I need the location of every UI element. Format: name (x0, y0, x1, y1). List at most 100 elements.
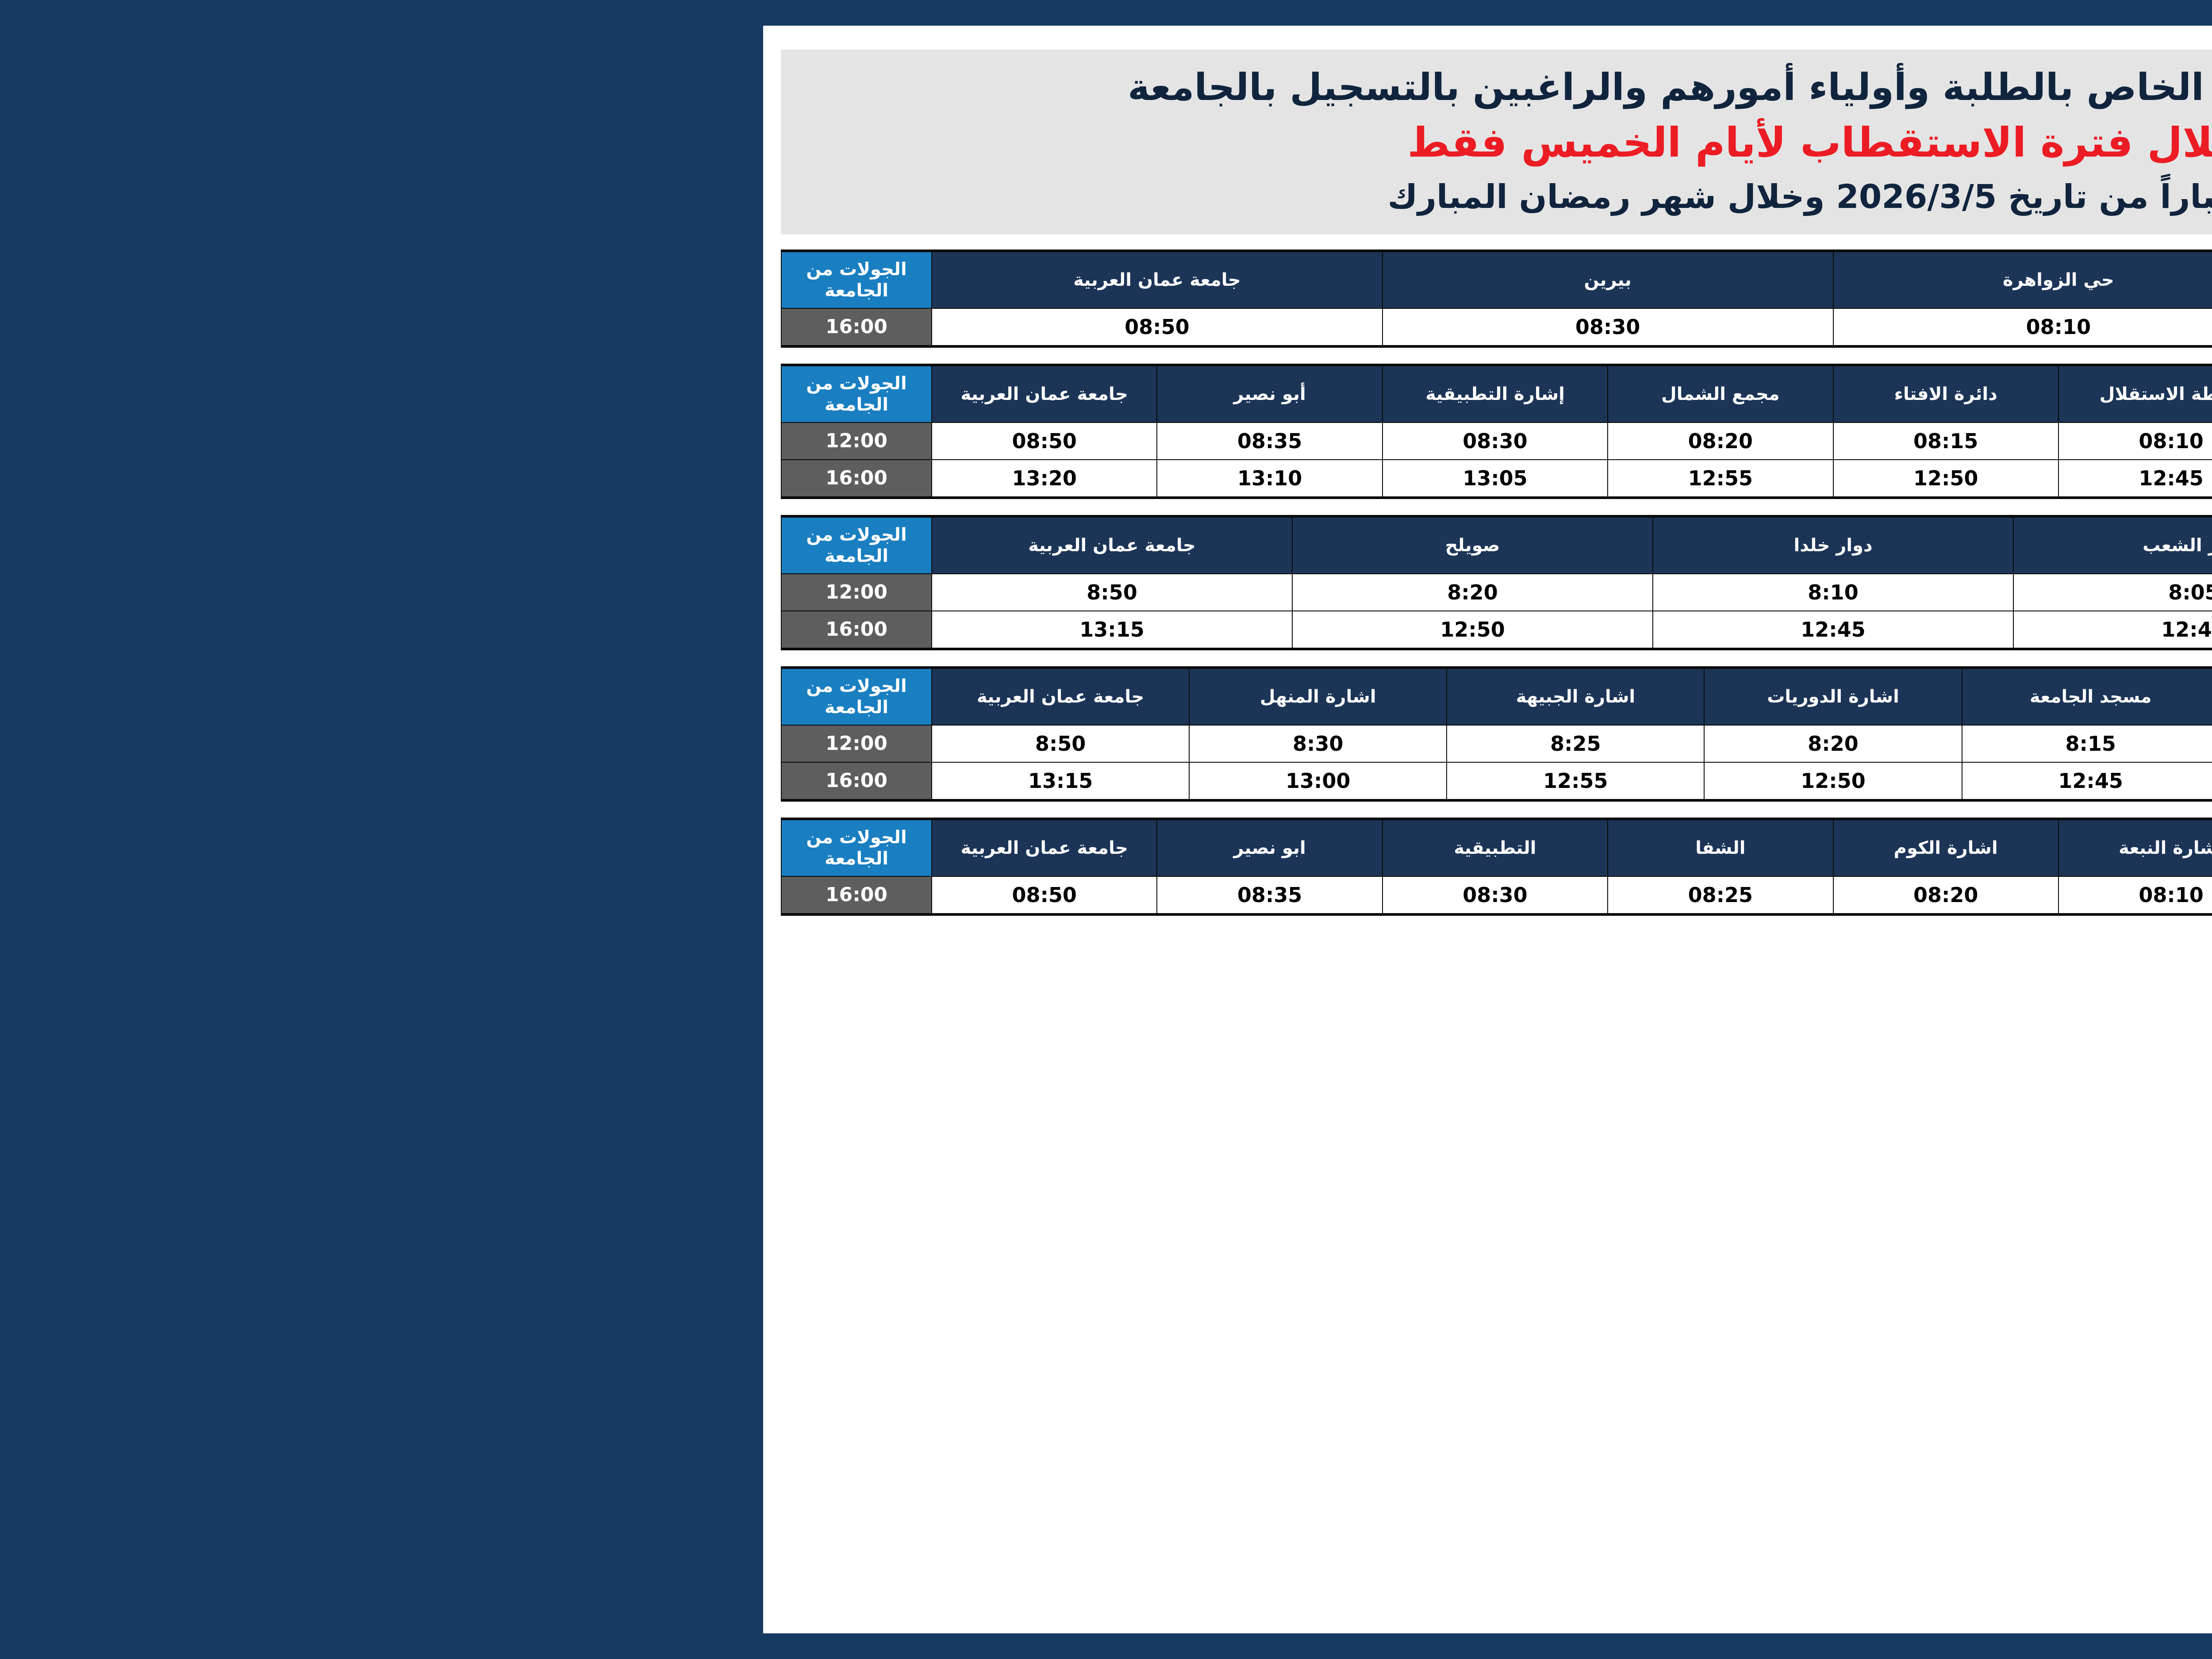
departure-time-cell: 08:20 (1096, 876, 1321, 914)
stop-header: بيرين (645, 252, 1096, 308)
banner: جدول المواصلات الخاص بالطلبة وأولياء أمو… (43, 50, 2132, 234)
departure-time-cell: 8:00 (1740, 725, 1997, 762)
route-block: رغدان مجمع رغدان / كفتيريا الاكابر جسر الم… (43, 364, 2132, 499)
table-row: 08:00 08:05 08:10 08:15 08:20 08:30 08:35 08:50… (44, 422, 1997, 460)
trips-from-university-header: الجولات من الجامعة (44, 366, 194, 422)
stop-header: جامعة عمان العربية (194, 668, 452, 725)
table-header-row: مختار مول مستشفى الجامعة مسجد الجامعة اشارة… (44, 668, 1997, 725)
table-header-row: مجمع رغدان / كفتيريا الاكابر جسر المربط مح… (44, 366, 1997, 422)
return-trip-time-cell: 16:00 (44, 460, 194, 497)
departure-time-cell: 8:05 (1276, 574, 1636, 611)
table-header-row: اشارة مستشفى حمزة كوخ الشرطة إشارة النبعة ا… (44, 820, 1997, 876)
banner-line-2: خلال فترة الاستقطاب لأيام الخميس فقط (65, 119, 2110, 167)
route-block: طبربور اشارة مستشفى حمزة كوخ الشرطة إشارة ا… (43, 818, 2132, 916)
departure-time-cell: 08:20 (870, 422, 1095, 460)
route-schedule-table: الدوار الثامن دوار الشعب دوار خلدا صويلح جام… (43, 515, 1999, 650)
route-block: المدينة الرياضية مختار مول مستشفى الجامعة م… (43, 666, 2132, 802)
departure-time-cell: 13:10 (419, 460, 645, 497)
departure-time-cell: 12:40 (1482, 762, 1740, 799)
departure-time-cell: 08:05 (1546, 422, 1771, 460)
departure-time-cell: 12:55 (870, 460, 1095, 497)
stop-header: مجمع الزرقاء الجديد (1546, 252, 1997, 308)
stop-header: مجمع الشمال (870, 366, 1095, 422)
return-trip-time-cell: 16:00 (44, 611, 194, 648)
departure-time-cell: 12:35 (1636, 611, 1997, 648)
departure-time-cell: 08:50 (194, 422, 419, 460)
stop-header: كوخ الشرطة (1546, 820, 1771, 876)
stop-header: اشارة الكوم (1096, 820, 1321, 876)
departure-time-cell: 08:30 (645, 422, 870, 460)
table-header-row: الدوار الثامن دوار الشعب دوار خلدا صويلح جام… (44, 517, 1997, 574)
return-trip-time-cell: 16:00 (44, 762, 194, 799)
stop-header: مستشفى الجامعة (1482, 668, 1740, 725)
stop-header: جامعة عمان العربية (194, 820, 419, 876)
stop-header: إشارة النبعة (1321, 820, 1546, 876)
stop-header: اشارة مستشفى حمزة (1772, 820, 1997, 876)
stop-header: التطبيقية (645, 820, 870, 876)
route-tables: الزرقاء مجمع الزرقاء الجديد حي الزواهرة بير… (43, 250, 2132, 916)
route-schedule-table: مجمع رغدان / كفتيريا الاكابر جسر المربط مح… (43, 364, 1999, 499)
stop-header: مسجد الجامعة (1225, 668, 1482, 725)
poster-page: جدول المواصلات الخاص بالطلبة وأولياء أمو… (26, 26, 2212, 1633)
departure-time-cell: 12:35 (1772, 460, 1997, 497)
table-row: 08:00 08:10 08:10 08:20 08:25 08:30 08:35 08:50… (44, 876, 1997, 914)
return-trip-time-cell: 16:00 (44, 308, 194, 346)
table-row: 12:35 12:40 12:45 12:50 12:55 13:00 13:15 16:00 (44, 762, 1997, 799)
departure-time-cell: 13:20 (194, 460, 419, 497)
route-schedule-table: مختار مول مستشفى الجامعة مسجد الجامعة اشارة… (43, 666, 1999, 802)
departure-time-cell: 08:10 (1096, 308, 1547, 346)
departure-time-cell: 8:50 (194, 574, 555, 611)
return-trip-time-cell: 12:00 (44, 574, 194, 611)
return-trip-time-cell: 16:00 (44, 876, 194, 914)
instruction-line: - التحميل والتنزيل من نقاط التحميل والتن… (2207, 685, 2212, 719)
departure-time-cell: 12:40 (1546, 460, 1771, 497)
stop-header: إشارة التطبيقية (645, 366, 870, 422)
departure-time-cell: 13:15 (194, 762, 452, 799)
departure-time-cell: 12:50 (555, 611, 915, 648)
departure-time-cell: 08:00 (1772, 876, 1997, 914)
return-trip-time-cell: 12:00 (44, 422, 194, 460)
route-block: الزرقاء مجمع الزرقاء الجديد حي الزواهرة بير… (43, 250, 2132, 348)
departure-time-cell: 8:10 (915, 574, 1276, 611)
stop-header: اشارة المنهل (452, 668, 709, 725)
stop-header: أبو نصير (419, 366, 645, 422)
departure-time-cell: 12:45 (1321, 460, 1546, 497)
table-row: 08:00 08:10 08:30 08:50 16:00 (44, 308, 1997, 346)
departure-time-cell: 12:45 (1225, 762, 1482, 799)
route-schedule-table: مجمع الزرقاء الجديد حي الزواهرة بيرين جامعة… (43, 250, 1999, 348)
stop-header: دوار خلدا (915, 517, 1276, 574)
departure-time-cell: 8:20 (555, 574, 915, 611)
main-content: جدول المواصلات الخاص بالطلبة وأولياء أمو… (26, 26, 2163, 1633)
trips-from-university-header: الجولات من الجامعة (44, 820, 194, 876)
table-row: 8:00 8:05 8:10 8:20 8:50 12:00 (44, 574, 1997, 611)
departure-time-cell: 08:00 (1546, 308, 1997, 346)
departure-time-cell: 08:00 (1772, 422, 1997, 460)
trips-from-university-header: الجولات من الجامعة (44, 517, 194, 574)
stop-header: اشارة الدوريات (967, 668, 1224, 725)
stop-header: جسر المربط (1546, 366, 1771, 422)
departure-time-cell: 12:55 (709, 762, 967, 799)
stop-header: الشفا (870, 820, 1095, 876)
departure-time-cell: 13:05 (645, 460, 870, 497)
route-name-label: الزرقاء (1999, 250, 2132, 348)
stop-header: حي الزواهرة (1096, 252, 1547, 308)
stop-header: دائرة الافتاء (1096, 366, 1321, 422)
banner-line-3: اعتباراً من تاريخ 2026/3/5 وخلال شهر رمض… (65, 177, 2110, 217)
route-block: الدوار الثامن الدوار الثامن دوار الشعب دوار… (43, 515, 2132, 650)
departure-time-cell: 08:30 (645, 308, 1096, 346)
stop-header: دوار الشعب (1276, 517, 1636, 574)
sidebar: جامـعـة عمـان العـربية AMMAN ARAB UNIVER… (2163, 26, 2212, 1633)
stop-header: مختار مول (1740, 668, 1997, 725)
departure-time-cell: 12:50 (1096, 460, 1321, 497)
instruction-line: - الرجاء ابراز البطاقة الخاصة بالنقل عند… (2207, 722, 2212, 756)
stop-header: جامعة عمان العربية (194, 252, 645, 308)
stop-header: مجمع رغدان / كفتيريا الاكابر (1772, 366, 1997, 422)
departure-time-cell: 8:20 (967, 725, 1224, 762)
return-trip-time-cell: 12:00 (44, 725, 194, 762)
departure-time-cell: 08:15 (1096, 422, 1321, 460)
updated-date: حدث بتاريخ: 2026/03/01 (2189, 1590, 2212, 1616)
stop-header: صويلح (555, 517, 915, 574)
table-row: 8:00 8:15 8:15 8:20 8:25 8:30 8:50 12:00 (44, 725, 1997, 762)
departure-time-cell: 8:00 (1636, 574, 1997, 611)
departure-time-cell: 8:15 (1225, 725, 1482, 762)
